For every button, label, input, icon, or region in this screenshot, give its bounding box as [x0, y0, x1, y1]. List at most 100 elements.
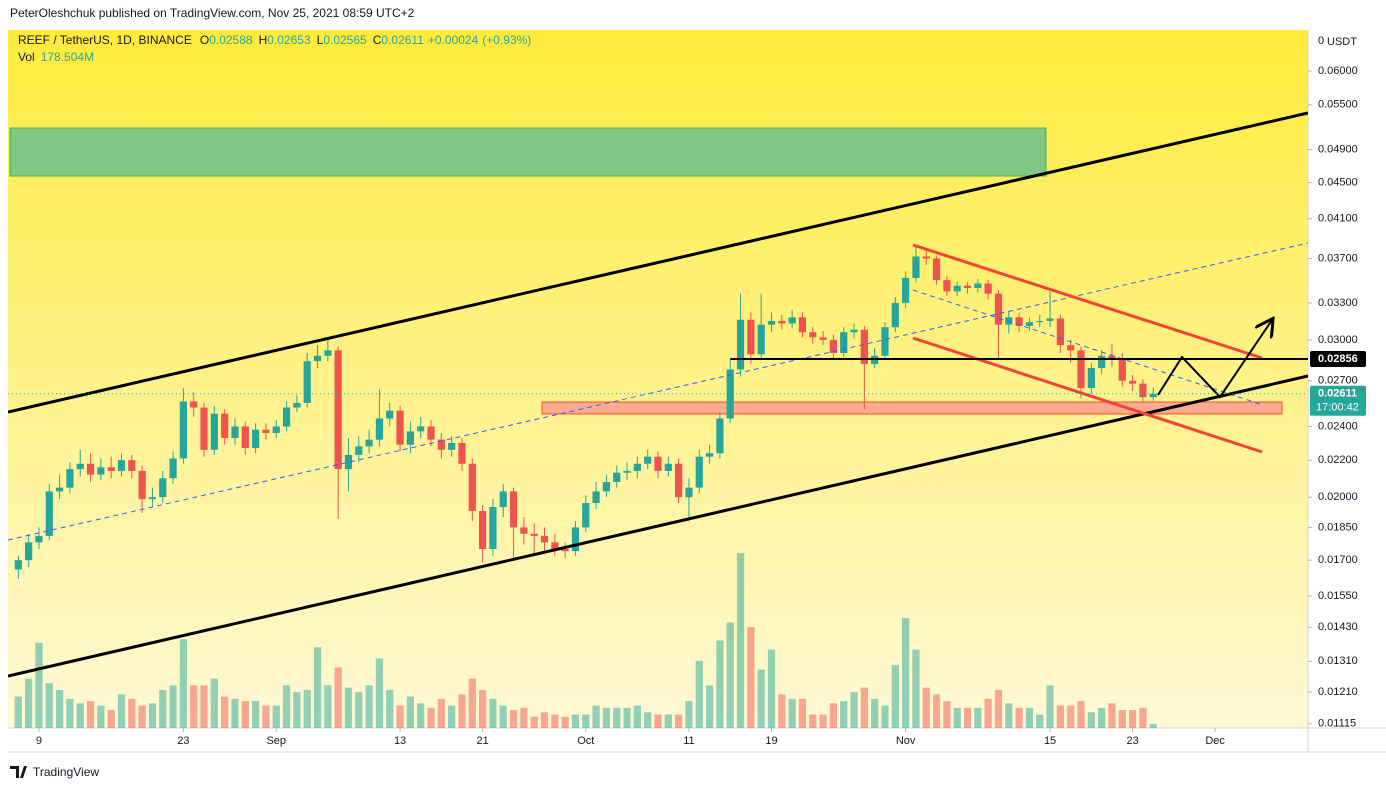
candle-body [912, 256, 920, 278]
candle-body [1108, 355, 1116, 359]
level-price-label: 0.02856 [1318, 353, 1358, 365]
candle-body [685, 487, 693, 498]
volume-bar [1108, 703, 1116, 728]
candle-body [313, 355, 322, 362]
candle-body [551, 542, 559, 549]
candle-body [148, 497, 157, 500]
candle-body [932, 258, 941, 281]
candle-body [55, 487, 64, 492]
candle-body [138, 470, 146, 500]
candle-body [1067, 345, 1075, 351]
volume-bar [716, 640, 724, 728]
low-value: 0.02565 [323, 33, 367, 47]
volume-bar [138, 705, 146, 728]
volume-bar [45, 683, 53, 728]
candle-body [241, 426, 249, 449]
candle-body [963, 285, 972, 288]
volume-bar [778, 694, 786, 728]
volume-bar [767, 649, 776, 728]
volume-bar [664, 714, 672, 728]
candle-body [881, 327, 889, 356]
volume-bar [97, 705, 105, 728]
candle-body [1118, 358, 1126, 381]
candle-body [922, 256, 930, 259]
candle-body [829, 339, 838, 354]
volume-bar [76, 703, 84, 728]
volume-bar [427, 707, 435, 728]
volume-bar [272, 705, 280, 728]
volume-bar [448, 705, 456, 728]
x-tick-label: 23 [1126, 735, 1138, 747]
volume-bar [179, 639, 188, 728]
y-tick-label: 0.03300 [1318, 297, 1358, 309]
trend-dashed-short [912, 289, 1264, 406]
candle-body [66, 469, 74, 488]
volume-bar [396, 705, 404, 728]
candle-body [530, 533, 538, 536]
channel-lower [8, 374, 1308, 678]
volume-bar [344, 687, 353, 728]
candle-body [716, 418, 724, 454]
volume-bar [520, 707, 528, 728]
volume-bar [757, 669, 765, 728]
candle-body [1128, 380, 1137, 384]
volume-bar [1077, 701, 1085, 728]
volume-bar [1025, 707, 1034, 728]
volume-bar [932, 694, 941, 728]
volume-bar [592, 705, 600, 728]
vol-value: 178.504M [41, 50, 94, 64]
volume-bar [148, 703, 157, 728]
volume-bar [1139, 707, 1147, 728]
trend-dashed [8, 242, 1308, 541]
x-tick-label: 15 [1044, 735, 1056, 747]
candle-body [778, 320, 786, 324]
candle-body [272, 426, 280, 433]
candle-body [128, 460, 136, 471]
candle-body [644, 456, 652, 464]
volume-bar [871, 698, 879, 728]
volume-bar [509, 710, 518, 728]
volume-bar [117, 694, 126, 728]
volume-bar [747, 627, 755, 728]
y-tick-label: 0.01115 [1318, 718, 1356, 730]
volume-bar [819, 714, 827, 728]
candle-body [25, 542, 33, 561]
volume-bar [829, 703, 838, 728]
countdown: 17:00:42 [1316, 402, 1359, 414]
high-value: 0.02653 [267, 33, 311, 47]
candle-body [623, 470, 631, 473]
volume-bar [1005, 703, 1013, 728]
volume-bar [602, 707, 611, 728]
wedge-upper [912, 243, 1263, 360]
x-tick-label: 23 [177, 735, 189, 747]
candle-body [850, 329, 858, 333]
volume-bar [282, 685, 291, 728]
last-price-label: 0.02611 [1318, 388, 1357, 400]
volume-bar [221, 696, 229, 728]
candle-body [1139, 383, 1147, 398]
volume-bar [200, 685, 208, 728]
volume-bar [1128, 710, 1137, 728]
candle-body [633, 463, 641, 471]
candle-body [190, 401, 198, 408]
overlay: 0.02856 0.02611 17:00:42 [8, 350, 1366, 416]
volume-bar [963, 707, 972, 728]
candle-body [107, 467, 115, 471]
volume-bar [128, 698, 136, 728]
y-tick-label: 0.02400 [1318, 420, 1358, 432]
volume-bar [252, 701, 260, 728]
volume-bar [840, 701, 848, 728]
volume-bar [190, 685, 198, 728]
candle-body [437, 439, 445, 450]
candle-body [1036, 320, 1044, 323]
legend: REEF / TetherUS, 1D, BINANCE O0.02588 H0.0… [18, 33, 531, 47]
candle-body [509, 491, 518, 528]
volume-bar [644, 712, 652, 728]
brand-logo [10, 766, 27, 778]
y-tick-label: 0.03700 [1318, 252, 1358, 264]
candle-body [602, 481, 611, 492]
volume-bar [169, 685, 177, 728]
